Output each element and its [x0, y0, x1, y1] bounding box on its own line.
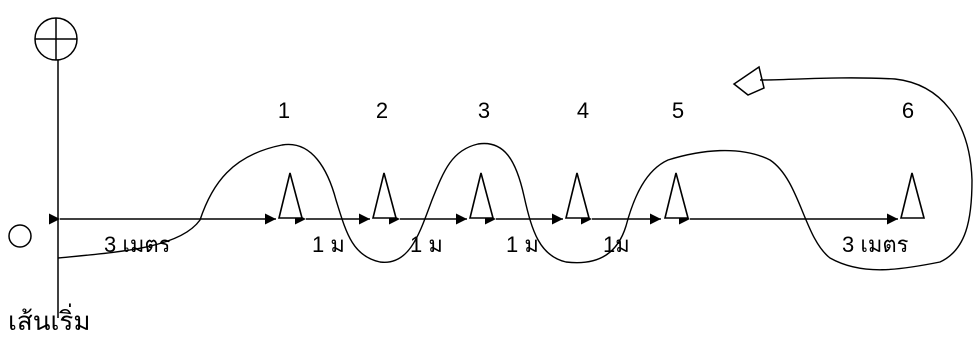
cone-3	[468, 172, 495, 219]
distance-gap-label-3: 1 ม	[506, 232, 539, 257]
cone-number-labels: 1 2 3 4 5 6	[278, 98, 914, 123]
path-end-arrow-icon	[732, 65, 765, 96]
target-crosshair-icon	[34, 17, 78, 61]
cone-5	[663, 172, 690, 219]
cone-6	[899, 172, 926, 219]
start-line-label: เส้นเริ่ม	[8, 303, 91, 336]
distance-start-label: 3 เมตร	[104, 232, 171, 257]
running-path	[57, 77, 973, 271]
cone-4	[564, 172, 591, 219]
cone-label-4: 4	[577, 98, 589, 123]
cones	[277, 172, 926, 219]
distance-gap-label-4: 1ม	[603, 232, 630, 257]
cone-1	[277, 172, 304, 219]
cone-label-6: 6	[902, 98, 914, 123]
distance-labels: 3 เมตร 1 ม 1 ม 1 ม 1ม 3 เมตร	[104, 232, 909, 257]
distance-gap-label-1: 1 ม	[312, 232, 345, 257]
distance-gap-label-2: 1 ม	[410, 232, 443, 257]
distance-end-label: 3 เมตร	[842, 232, 909, 257]
cone-label-3: 3	[478, 98, 490, 123]
cone-2	[371, 172, 398, 219]
cone-label-5: 5	[672, 98, 684, 123]
cone-label-1: 1	[278, 98, 290, 123]
runner-circle-icon	[8, 224, 32, 248]
cone-label-2: 2	[376, 98, 388, 123]
